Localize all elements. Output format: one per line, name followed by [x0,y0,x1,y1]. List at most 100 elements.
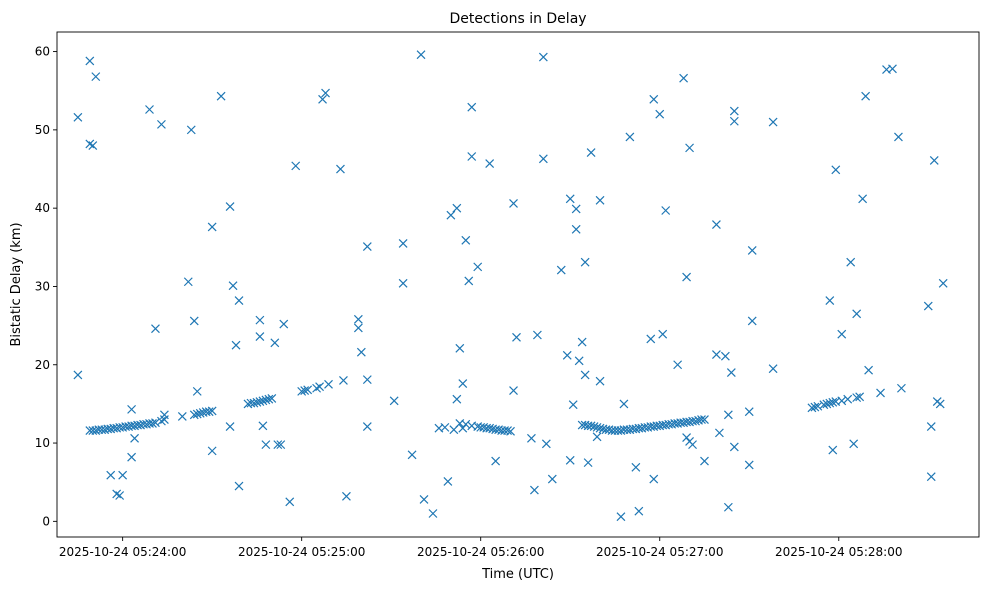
data-point-marker [658,329,668,339]
data-point-marker [726,368,736,378]
data-point-marker [538,154,548,164]
data-point-marker [541,439,551,449]
data-point-marker [565,455,575,465]
data-point-marker [583,458,593,468]
data-point-marker [234,296,244,305]
data-point-marker [685,143,694,153]
data-point-marker [189,316,199,326]
data-point-marker [270,338,280,348]
data-point-marker [547,474,557,484]
data-point-marker [464,276,474,286]
data-point-marker [252,397,262,407]
data-point-marker [91,72,101,82]
data-point-marker [452,394,462,404]
data-point-marker [711,220,721,230]
data-point-marker [828,445,838,455]
data-point-marker [336,164,345,174]
data-point-marker [207,406,217,416]
plot-area-frame [56,31,980,538]
data-point-marker [649,474,659,484]
data-point-marker [837,329,847,339]
data-point-marker [577,337,587,347]
data-point-marker [825,398,835,408]
data-point-marker [568,400,578,410]
data-point-marker [837,396,847,406]
data-point-marker [342,491,351,501]
data-point-marker [234,481,244,491]
x-tick-label: 2025-10-24 05:27:00 [596,545,723,559]
data-point-marker [419,494,429,504]
data-point-marker [339,375,348,385]
data-point-marker [631,462,641,472]
data-point-marker [231,340,241,350]
data-point-marker [186,125,196,135]
data-point-marker [73,112,83,122]
data-point-marker [679,73,689,83]
data-point-marker [655,109,665,119]
data-point-marker [509,386,518,396]
data-point-marker [449,425,459,435]
data-point-marker [324,379,333,389]
data-point-marker [207,222,217,232]
data-point-marker [458,379,468,388]
data-markers [73,50,948,522]
data-point-marker [428,509,438,518]
data-point-marker [443,476,453,486]
data-point-marker [580,370,590,380]
data-point-marker [571,224,581,234]
data-point-marker [509,199,518,208]
y-tick-label: 60 [35,45,50,59]
data-point-marker [825,296,835,305]
data-point-marker [362,242,372,251]
data-point-marker [649,94,659,104]
data-point-marker [318,94,327,104]
data-point-marker [574,356,584,366]
data-point-marker [491,456,501,466]
data-point-marker [276,440,286,450]
data-point-marker [819,400,829,410]
data-point-marker [822,399,832,409]
data-point-marker [189,410,199,420]
data-point-marker [828,397,838,407]
y-tick-label: 20 [35,358,50,372]
data-point-marker [565,194,575,204]
x-tick-label: 2025-10-24 05:28:00 [775,545,902,559]
data-point-marker [303,385,313,395]
data-point-marker [864,365,874,375]
x-tick-label: 2025-10-24 05:25:00 [238,545,365,559]
data-point-marker [729,116,739,126]
data-point-marker [446,210,456,220]
data-point-marker [485,423,495,433]
data-point-marker [148,419,157,428]
data-point-marker [130,433,140,443]
data-point-marker [151,418,160,428]
data-point-marker [634,506,644,516]
data-point-marker [204,407,214,417]
data-point-marker [586,148,596,157]
data-point-marker [267,393,277,403]
data-point-marker [768,117,778,127]
data-point-marker [255,397,265,406]
data-point-marker [747,316,757,326]
data-point-marker [506,426,515,436]
data-point-marker [744,407,754,417]
data-point-marker [258,396,268,406]
data-point-marker [362,375,372,385]
data-point-marker [938,278,948,288]
data-point-marker [207,446,217,456]
data-point-marker [455,343,465,353]
x-axis-label: Time (UTC) [481,567,554,582]
data-point-marker [467,152,477,161]
data-point-marker [273,440,283,450]
y-tick-label: 0 [42,514,50,528]
data-point-marker [285,497,295,507]
data-point-marker [697,415,706,424]
data-point-marker [192,409,202,419]
x-axis-ticks: 2025-10-24 05:24:00 2025-10-24 05:25:00 20… [59,537,902,559]
data-point-marker [723,410,733,420]
data-point-marker [353,314,363,324]
data-point-marker [538,52,548,62]
